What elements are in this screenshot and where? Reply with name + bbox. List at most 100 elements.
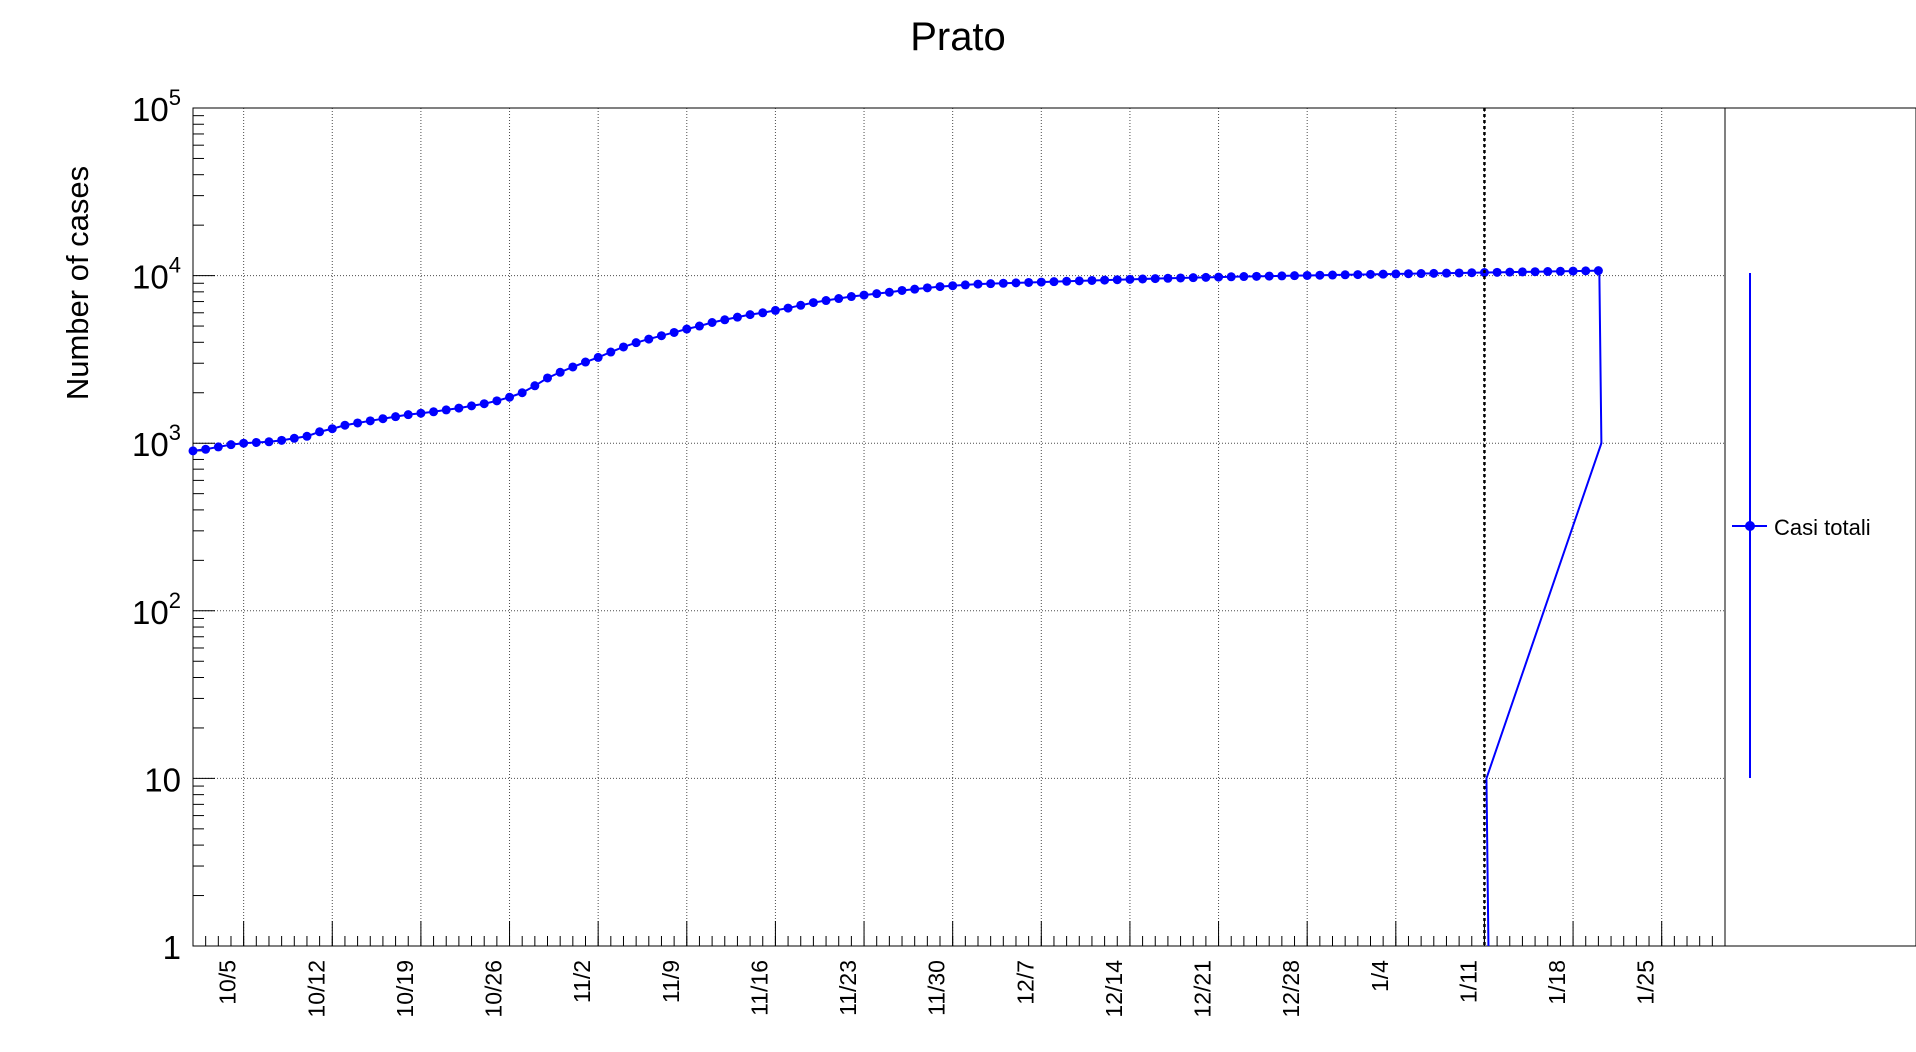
- x-tick-label: 11/2: [569, 960, 595, 1003]
- data-point: [796, 300, 806, 310]
- data-point: [1214, 272, 1224, 282]
- x-tick-label: 11/30: [924, 960, 950, 1016]
- x-tick-label: 12/28: [1278, 960, 1304, 1018]
- data-point: [1353, 270, 1363, 280]
- x-tick-label: 10/19: [392, 960, 418, 1018]
- data-point: [492, 396, 502, 406]
- x-tick-label: 12/21: [1190, 960, 1216, 1018]
- data-point: [543, 373, 553, 383]
- data-point: [1074, 276, 1084, 286]
- data-point: [188, 446, 198, 456]
- y-tick-base: 10: [132, 91, 169, 128]
- data-point: [1226, 272, 1236, 282]
- data-point: [1593, 266, 1603, 276]
- data-point: [1150, 274, 1160, 284]
- data-point: [1302, 270, 1312, 280]
- series-casi-totali: [188, 266, 1603, 947]
- data-point: [606, 347, 616, 357]
- data-point: [910, 284, 920, 294]
- data-point: [1125, 274, 1135, 284]
- data-point: [429, 407, 439, 417]
- data-point: [758, 308, 768, 318]
- data-point: [694, 321, 704, 331]
- data-point: [1264, 271, 1274, 281]
- data-point: [1138, 274, 1148, 284]
- data-point: [720, 315, 730, 325]
- data-point: [1467, 268, 1477, 278]
- data-point: [479, 399, 489, 409]
- data-point: [631, 338, 641, 348]
- data-point: [1555, 266, 1565, 276]
- chart-title: Prato: [910, 15, 1006, 59]
- data-point: [391, 412, 401, 422]
- legend-marker: [1745, 521, 1755, 531]
- plot-frame: [192, 107, 1916, 947]
- x-tick-label: 1/25: [1633, 960, 1659, 1005]
- data-point: [1365, 269, 1375, 279]
- data-point: [251, 437, 261, 447]
- data-point: [454, 403, 464, 413]
- x-tick-label: 12/14: [1101, 960, 1127, 1018]
- data-point: [1328, 270, 1337, 280]
- y-tick-label: 104: [132, 253, 181, 296]
- x-tick-label: 10/5: [215, 960, 241, 1005]
- data-point: [1581, 266, 1591, 276]
- data-point: [1062, 276, 1072, 286]
- data-point: [1049, 277, 1059, 287]
- data-point: [973, 279, 983, 289]
- data-point: [669, 327, 679, 337]
- y-tick-exponent: 3: [169, 420, 181, 445]
- y-tick-label: 1: [163, 929, 181, 966]
- data-point: [707, 318, 717, 327]
- y-tick-label: 105: [132, 85, 181, 128]
- y-tick-base: 10: [132, 259, 169, 296]
- data-point: [808, 298, 818, 308]
- data-point: [327, 424, 337, 434]
- data-point: [998, 278, 1008, 288]
- data-point: [1441, 268, 1451, 278]
- data-point: [682, 324, 692, 334]
- data-point: [1176, 273, 1186, 283]
- data-point: [505, 392, 515, 402]
- data-point: [555, 367, 565, 377]
- data-point: [846, 292, 856, 302]
- data-point: [732, 312, 742, 322]
- data-point: [416, 408, 426, 418]
- data-point: [618, 342, 628, 352]
- data-point: [1315, 270, 1325, 280]
- data-point: [1290, 271, 1300, 281]
- data-point: [1252, 271, 1262, 281]
- data-point: [1340, 270, 1350, 280]
- x-tick-label: 10/26: [481, 960, 507, 1018]
- data-point: [986, 279, 996, 289]
- series-line: [192, 269, 1603, 947]
- x-tick-label: 11/16: [746, 960, 772, 1016]
- data-point: [403, 410, 413, 420]
- x-tick-label: 11/23: [835, 960, 861, 1016]
- y-tick-exponent: 5: [169, 85, 181, 110]
- data-point: [770, 305, 780, 315]
- y-tick-base: 10: [132, 594, 169, 631]
- data-point: [581, 357, 590, 367]
- data-point: [922, 283, 932, 293]
- data-point: [656, 331, 666, 341]
- y-tick-label: 103: [132, 420, 181, 463]
- data-point: [201, 444, 211, 454]
- data-point: [441, 405, 451, 415]
- data-point: [226, 440, 236, 450]
- y-tick-exponent: 2: [169, 588, 181, 613]
- data-point: [783, 303, 793, 313]
- data-point: [884, 287, 894, 297]
- data-point: [644, 334, 654, 344]
- data-point: [1429, 268, 1439, 278]
- data-point: [821, 296, 831, 306]
- x-tick-label: 1/4: [1367, 960, 1393, 992]
- data-point: [960, 280, 970, 290]
- data-point: [264, 437, 274, 447]
- data-point: [467, 401, 477, 411]
- x-tick-label: 1/18: [1544, 960, 1570, 1005]
- data-point: [745, 310, 755, 320]
- data-point: [1188, 273, 1198, 283]
- x-tick-label: 10/12: [303, 960, 329, 1018]
